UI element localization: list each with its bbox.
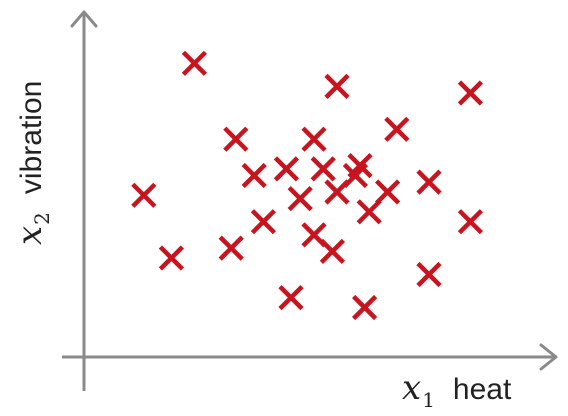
- data-point-22: [218, 235, 244, 261]
- data-point-9: [273, 156, 299, 182]
- data-point-2: [324, 73, 350, 99]
- data-point-15: [324, 179, 350, 205]
- y-axis-word: vibration: [15, 80, 48, 195]
- data-point-12: [416, 169, 442, 195]
- data-point-13: [131, 182, 157, 208]
- data-point-20: [457, 209, 483, 235]
- data-point-14: [287, 186, 313, 212]
- x-axis-word: heat: [452, 373, 512, 406]
- data-point-24: [416, 261, 442, 288]
- data-point-3: [457, 80, 483, 106]
- data-point-1: [181, 50, 207, 76]
- x-axis-label: x 1 heat: [402, 368, 511, 412]
- data-point-26: [352, 294, 378, 321]
- data-point-10: [310, 156, 336, 182]
- data-point-19: [356, 199, 382, 225]
- data-point-5: [301, 126, 327, 152]
- data-point-6: [384, 116, 410, 142]
- data-point-4: [223, 126, 249, 152]
- x-axis-variable: x: [402, 368, 422, 408]
- y-axis-subscript: 2: [30, 212, 54, 225]
- data-point-8: [241, 162, 267, 189]
- data-point-21: [158, 245, 184, 271]
- y-axis: [70, 10, 98, 391]
- y-axis-variable: x: [10, 225, 50, 245]
- data-points: [131, 50, 483, 321]
- data-point-25: [278, 285, 304, 311]
- data-point-17: [250, 209, 276, 235]
- x-axis-subscript: 1: [422, 388, 435, 412]
- y-axis-label: x 2 vibration: [10, 80, 54, 245]
- data-point-23: [319, 238, 345, 264]
- x-axis: [62, 343, 558, 371]
- data-point-16: [375, 179, 401, 205]
